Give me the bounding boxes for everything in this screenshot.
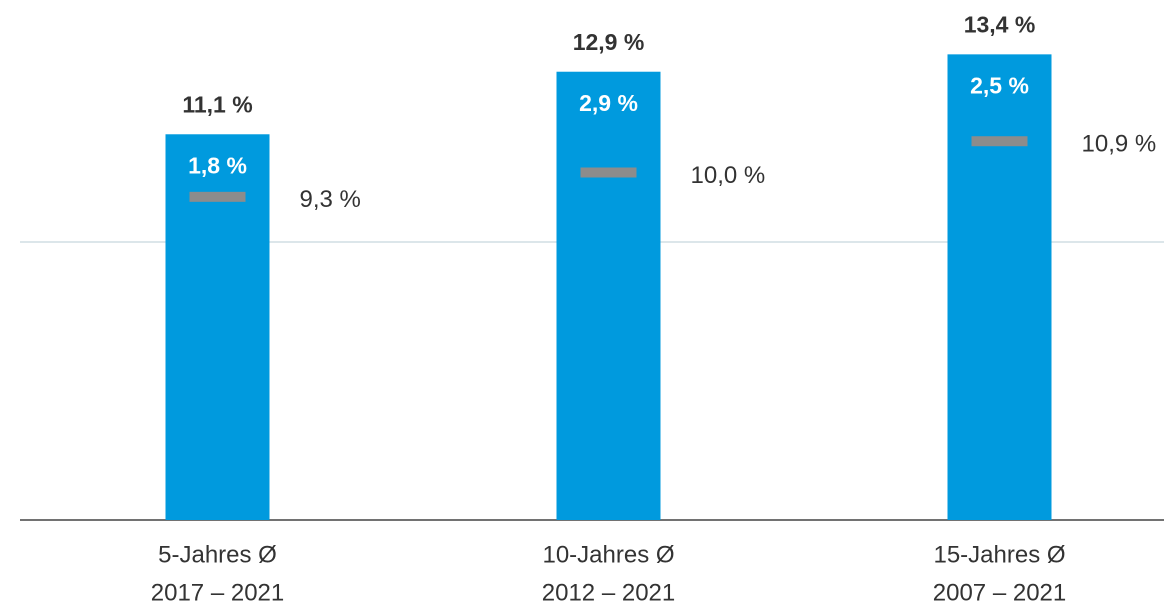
marker-label: 10,9 % [1082, 131, 1157, 158]
total-label: 13,4 % [964, 11, 1036, 37]
spread-label: 2,9 % [579, 90, 638, 116]
spread-label: 1,8 % [188, 152, 247, 178]
marker-label: 9,3 % [300, 186, 361, 213]
bar [556, 71, 661, 520]
x-tick-label: 2017 – 2021 [151, 579, 284, 606]
x-tick-label: 15-Jahres Ø [933, 541, 1065, 568]
total-label: 11,1 % [182, 91, 252, 117]
total-label: 12,9 % [573, 29, 645, 55]
x-tick-label: 5-Jahres Ø [158, 541, 277, 568]
bar [947, 54, 1052, 520]
marker [189, 191, 246, 202]
spread-label: 2,5 % [970, 72, 1029, 98]
x-tick-label: 10-Jahres Ø [542, 541, 674, 568]
marker [580, 167, 637, 178]
marker [971, 136, 1028, 147]
marker-label: 10,0 % [691, 162, 766, 189]
x-tick-label: 2007 – 2021 [933, 579, 1066, 606]
x-tick-label: 2012 – 2021 [542, 579, 675, 606]
